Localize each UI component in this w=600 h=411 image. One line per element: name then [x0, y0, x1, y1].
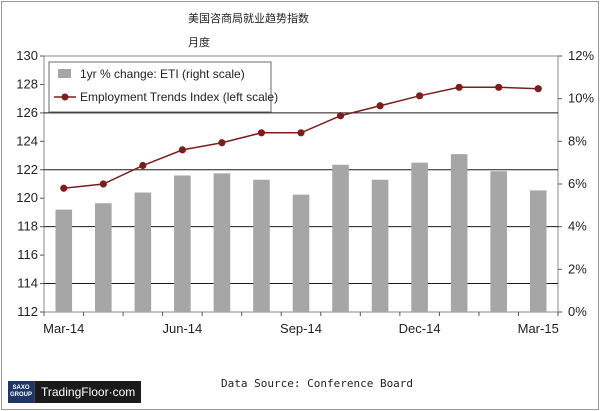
- x-tick-label: Mar-14: [43, 321, 84, 336]
- x-axis: Mar-14 Jun-14 Sep-14 Dec-14 Mar-15: [43, 312, 559, 336]
- legend-bar-label: 1yr % change: ETI (right scale): [80, 67, 245, 81]
- x-tick-label: Mar-15: [518, 321, 559, 336]
- bar: [529, 190, 547, 312]
- line-point: [257, 129, 266, 137]
- left-tick-label: 114: [17, 276, 38, 291]
- line-point: [495, 83, 503, 91]
- saxo-logo-mark: SAXO GROUP: [8, 381, 34, 403]
- data-source-note: Data Source: Conference Board: [221, 377, 414, 390]
- legend: 1yr % change: ETI (right scale) Employme…: [48, 61, 278, 113]
- line-point: [218, 139, 226, 147]
- bar: [174, 175, 191, 312]
- line-point: [178, 146, 186, 154]
- chart-svg: 美国咨商局就业趋势指数 月度 1121141161181201221241261…: [16, 11, 594, 336]
- line-point: [336, 112, 345, 120]
- left-tick-label: 120: [16, 190, 38, 205]
- bar: [253, 179, 270, 312]
- line-point: [99, 180, 107, 188]
- right-axis: 0% 2% 4% 6% 8% 10% 12%: [558, 48, 594, 319]
- legend-bar-swatch: [58, 69, 71, 78]
- line-point: [297, 129, 305, 137]
- right-tick-label: 10%: [568, 91, 594, 106]
- legend-box: [48, 61, 272, 113]
- line-point: [455, 83, 463, 91]
- right-tick-label: 2%: [568, 261, 587, 276]
- line-series: [60, 83, 542, 192]
- logo-name: TradingFloor·com: [34, 381, 142, 403]
- bar: [371, 179, 389, 312]
- bar: [134, 192, 152, 312]
- left-tick-label: 116: [17, 247, 38, 262]
- line-point: [416, 92, 424, 100]
- right-tick-label: 6%: [568, 176, 587, 191]
- bar: [292, 194, 310, 312]
- x-tick-label: Jun-14: [163, 321, 203, 336]
- bar: [490, 171, 507, 312]
- bar: [213, 173, 231, 312]
- left-tick-label: 130: [16, 48, 38, 63]
- bar: [411, 162, 428, 312]
- line-point: [60, 184, 68, 192]
- left-tick-label: 126: [16, 105, 38, 120]
- bar: [55, 209, 73, 312]
- left-axis: 112 114 116 118 120 122 124 126 128 130: [16, 48, 44, 319]
- legend-line-label: Employment Trends Index (left scale): [80, 90, 278, 104]
- line-point: [534, 85, 542, 93]
- logo-saxo-text: SAXO: [12, 385, 30, 391]
- right-tick-label: 8%: [568, 133, 587, 148]
- left-tick-label: 118: [17, 219, 38, 234]
- bar-series: [55, 154, 547, 312]
- right-tick-label: 12%: [568, 48, 594, 63]
- left-tick-label: 122: [16, 162, 38, 177]
- bar: [450, 154, 468, 312]
- legend-line-marker: [61, 93, 69, 101]
- left-tick-label: 124: [16, 133, 38, 148]
- right-tick-label: 0%: [568, 304, 587, 319]
- line-point: [139, 161, 147, 170]
- right-tick-label: 4%: [568, 219, 587, 234]
- left-tick-label: 112: [17, 304, 38, 319]
- chart-title: 美国咨商局就业趋势指数: [188, 11, 309, 25]
- bar: [332, 164, 349, 312]
- x-tick-label: Dec-14: [399, 321, 441, 336]
- logo-group-text: GROUP: [9, 392, 32, 398]
- left-tick-label: 128: [16, 76, 38, 91]
- chart-subtitle: 月度: [188, 35, 210, 49]
- tradingfloor-logo: SAXO GROUP TradingFloor·com: [8, 381, 142, 403]
- bar: [95, 203, 112, 312]
- line-point: [376, 102, 384, 110]
- x-tick-label: Sep-14: [280, 321, 322, 336]
